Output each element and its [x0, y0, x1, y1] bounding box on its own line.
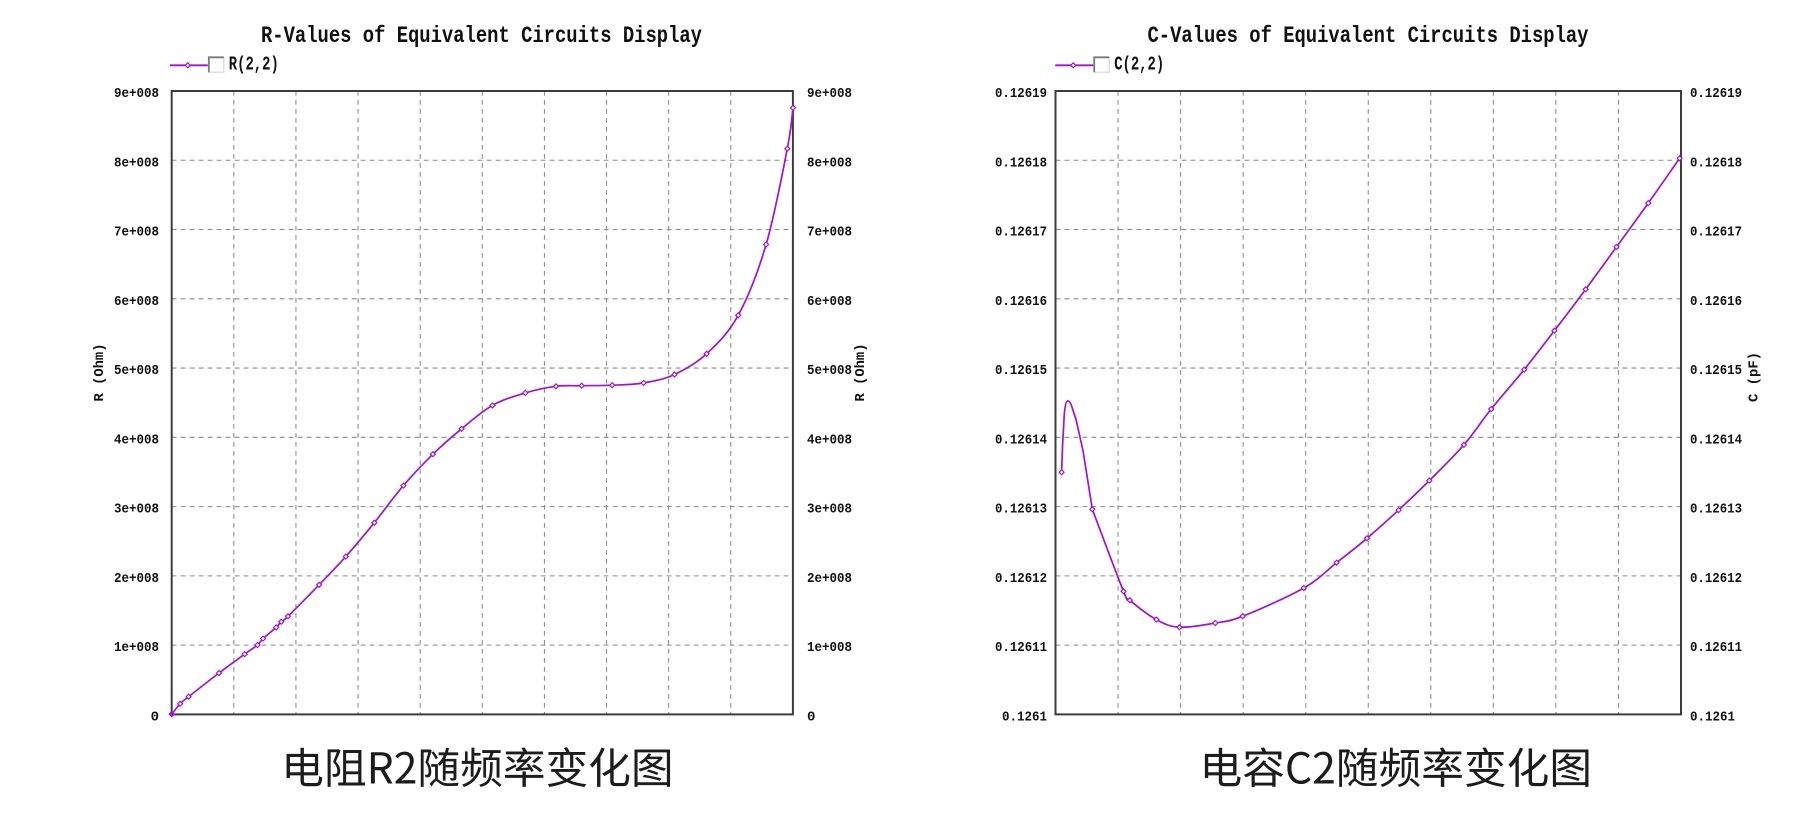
svg-text:0: 0: [807, 709, 815, 725]
svg-text:0.12619: 0.12619: [995, 86, 1047, 102]
svg-text:0.12615: 0.12615: [1690, 363, 1742, 379]
svg-text:0.12611: 0.12611: [995, 640, 1047, 656]
svg-text:1e+008: 1e+008: [114, 640, 159, 656]
svg-text:R (Ohm): R (Ohm): [92, 344, 108, 402]
svg-text:0.12613: 0.12613: [1690, 502, 1742, 518]
svg-text:0.12619: 0.12619: [1690, 86, 1742, 102]
svg-text:3e+008: 3e+008: [807, 502, 852, 518]
svg-text:C-Values of Equivalent Circuit: C-Values of Equivalent Circuits Display: [1148, 23, 1589, 49]
svg-text:0.1261: 0.1261: [1690, 709, 1735, 725]
svg-text:1e+008: 1e+008: [807, 640, 852, 656]
svg-text:0.12614: 0.12614: [1690, 432, 1742, 448]
svg-text:2e+008: 2e+008: [807, 571, 852, 587]
svg-text:R-Values of Equivalent Circuit: R-Values of Equivalent Circuits Display: [261, 23, 702, 49]
svg-text:5e+008: 5e+008: [114, 363, 159, 379]
svg-text:9e+008: 9e+008: [114, 86, 159, 102]
svg-text:6e+008: 6e+008: [807, 294, 852, 310]
svg-text:0.12617: 0.12617: [995, 225, 1047, 241]
svg-text:0.12616: 0.12616: [995, 294, 1047, 310]
svg-text:0.12612: 0.12612: [1690, 571, 1742, 587]
svg-text:7e+008: 7e+008: [114, 225, 159, 241]
svg-text:3e+008: 3e+008: [114, 502, 159, 518]
svg-text:0.1261: 0.1261: [1002, 709, 1047, 725]
svg-text:2e+008: 2e+008: [114, 571, 159, 587]
svg-text:R(2,2): R(2,2): [229, 53, 279, 75]
svg-text:0.12612: 0.12612: [995, 571, 1047, 587]
svg-text:0.12613: 0.12613: [995, 502, 1047, 518]
svg-text:0: 0: [151, 709, 159, 725]
svg-text:0.12611: 0.12611: [1690, 640, 1742, 656]
svg-text:4e+008: 4e+008: [114, 432, 159, 448]
svg-text:R (Ohm): R (Ohm): [853, 344, 869, 402]
svg-text:5e+008: 5e+008: [807, 363, 852, 379]
svg-text:C(2,2): C(2,2): [1114, 53, 1164, 75]
svg-text:C (pF): C (pF): [1747, 352, 1763, 402]
svg-text:7e+008: 7e+008: [807, 225, 852, 241]
svg-text:8e+008: 8e+008: [807, 155, 852, 171]
svg-text:4e+008: 4e+008: [807, 432, 852, 448]
svg-text:9e+008: 9e+008: [807, 86, 852, 102]
svg-text:0.12617: 0.12617: [1690, 225, 1742, 241]
svg-text:6e+008: 6e+008: [114, 294, 159, 310]
svg-text:8e+008: 8e+008: [114, 155, 159, 171]
svg-text:0.12615: 0.12615: [995, 363, 1047, 379]
svg-text:0.12618: 0.12618: [995, 155, 1047, 171]
svg-text:0.12616: 0.12616: [1690, 294, 1742, 310]
svg-text:0.12618: 0.12618: [1690, 155, 1742, 171]
svg-text:0.12614: 0.12614: [995, 432, 1047, 448]
